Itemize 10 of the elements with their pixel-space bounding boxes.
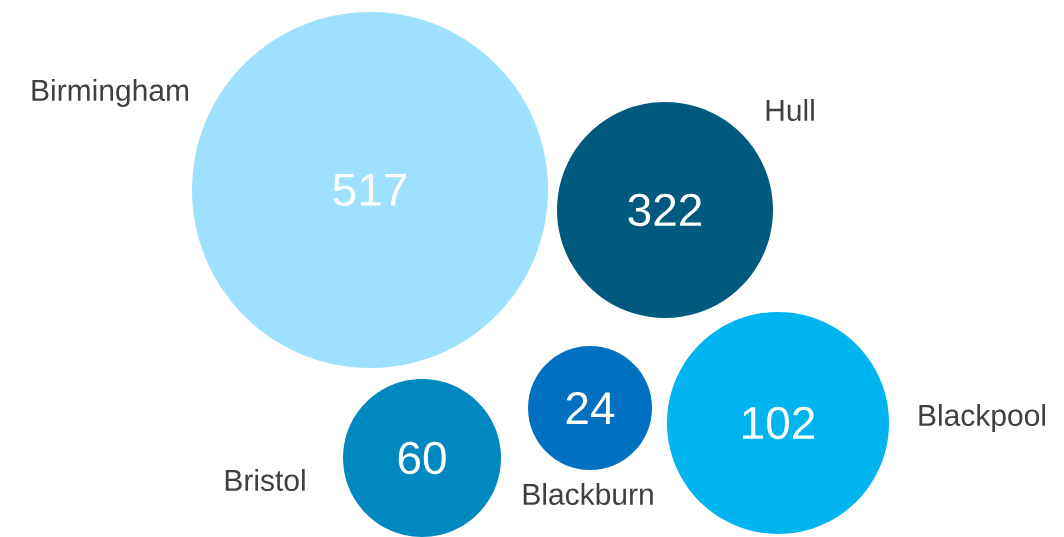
category-label: Bristol bbox=[225, 468, 305, 492]
category-label: Hull bbox=[766, 98, 814, 122]
category-label: Blackburn bbox=[523, 482, 653, 506]
data-label: 24 bbox=[566, 391, 615, 425]
data-label: 517 bbox=[333, 173, 407, 207]
data-label: 102 bbox=[743, 406, 815, 440]
category-label: Birmingham bbox=[32, 79, 189, 107]
category-label: Blackpool bbox=[919, 404, 1046, 432]
data-label: 60 bbox=[398, 441, 446, 475]
data-label: 322 bbox=[628, 193, 702, 227]
